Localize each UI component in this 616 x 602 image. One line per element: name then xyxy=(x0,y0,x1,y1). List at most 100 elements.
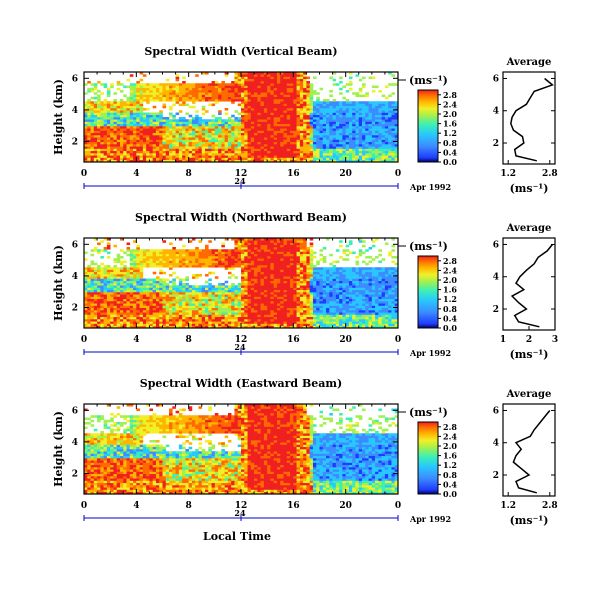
heatmap-cell xyxy=(369,110,373,113)
heatmap-cell xyxy=(143,140,147,143)
heatmap-cell xyxy=(261,283,265,286)
heatmap-cell xyxy=(228,317,232,320)
heatmap-cell xyxy=(143,254,147,257)
heatmap-cell xyxy=(140,321,144,324)
heatmap-cell xyxy=(306,77,310,80)
heatmap-cell xyxy=(166,88,170,91)
heatmap-cell xyxy=(149,294,153,297)
heatmap-cell xyxy=(300,133,304,136)
heatmap-cell xyxy=(163,124,167,127)
heatmap-cell xyxy=(185,88,189,91)
heatmap-cell xyxy=(375,146,379,149)
heatmap-cell xyxy=(159,310,163,313)
heatmap-cell xyxy=(182,83,186,86)
heatmap-cell xyxy=(365,110,369,113)
heatmap-cell xyxy=(133,258,137,261)
heatmap-cell xyxy=(300,142,304,145)
heatmap-cell xyxy=(244,104,248,107)
heatmap-cell xyxy=(208,324,212,327)
heatmap-cell xyxy=(359,90,363,93)
heatmap-cell xyxy=(365,142,369,145)
heatmap-cell xyxy=(378,149,382,152)
heatmap-cell xyxy=(215,88,219,91)
heatmap-cell xyxy=(149,261,153,264)
heatmap-cell xyxy=(133,267,137,270)
heatmap-cell xyxy=(323,101,327,104)
heatmap-cell xyxy=(362,113,366,116)
heatmap-cell xyxy=(238,92,242,95)
heatmap-cell xyxy=(130,297,134,300)
heatmap-cell xyxy=(179,297,183,300)
heatmap-cell xyxy=(163,310,167,313)
heatmap-cell xyxy=(159,315,163,318)
heatmap-cell xyxy=(293,77,297,80)
heatmap-cell xyxy=(228,122,232,125)
heatmap-cell xyxy=(163,131,167,134)
heatmap-cell xyxy=(244,301,248,304)
heatmap-cell xyxy=(156,276,160,279)
heatmap-cell xyxy=(97,110,101,113)
heatmap-cell xyxy=(198,274,202,277)
heatmap-cell xyxy=(133,90,137,93)
heatmap-cell xyxy=(329,144,333,147)
heatmap-cell xyxy=(149,303,153,306)
heatmap-cell xyxy=(104,106,108,109)
heatmap-cell xyxy=(369,119,373,122)
heatmap-cell xyxy=(385,133,389,136)
heatmap-cell xyxy=(375,108,379,111)
heatmap-cell xyxy=(130,312,134,315)
heatmap-cell xyxy=(159,299,163,302)
heatmap-cell xyxy=(251,133,255,136)
heatmap-cell xyxy=(205,288,209,291)
heatmap-cell xyxy=(107,279,111,282)
heatmap-cell xyxy=(143,74,147,77)
heatmap-cell xyxy=(104,101,108,104)
heatmap-cell xyxy=(221,288,225,291)
heatmap-cell xyxy=(176,126,180,129)
heatmap-cell xyxy=(231,142,235,145)
heatmap-cell xyxy=(104,290,108,293)
heatmap-cell xyxy=(110,285,114,288)
heatmap-cell xyxy=(120,137,124,140)
heatmap-cell xyxy=(146,283,150,286)
heatmap-cell xyxy=(189,265,193,268)
heatmap-cell xyxy=(293,97,297,100)
heatmap-cell xyxy=(342,117,346,120)
heatmap-cell xyxy=(241,99,245,102)
heatmap-cell xyxy=(91,146,95,149)
heatmap-cell xyxy=(87,294,91,297)
heatmap-cell xyxy=(215,252,219,255)
heatmap-cell xyxy=(264,81,268,84)
heatmap-cell xyxy=(244,144,248,147)
heatmap-cell xyxy=(195,247,199,250)
heatmap-cell xyxy=(313,108,317,111)
heatmap-cell xyxy=(329,131,333,134)
heatmap-cell xyxy=(264,77,268,80)
heatmap-cell xyxy=(120,274,124,277)
heatmap-cell xyxy=(159,294,163,297)
heatmap-cell xyxy=(215,301,219,304)
heatmap-cell xyxy=(225,249,229,252)
heatmap-cell xyxy=(300,155,304,158)
heatmap-cell xyxy=(306,83,310,86)
heatmap-cell xyxy=(202,108,206,111)
heatmap-cell xyxy=(143,294,147,297)
heatmap-cell xyxy=(159,144,163,147)
heatmap-cell xyxy=(212,321,216,324)
heatmap-cell xyxy=(215,321,219,324)
heatmap-cell xyxy=(97,285,101,288)
heatmap-cell xyxy=(391,128,395,131)
heatmap-cell xyxy=(241,243,245,246)
heatmap-cell xyxy=(297,110,301,113)
heatmap-cell xyxy=(287,88,291,91)
heatmap-cell xyxy=(117,310,121,313)
heatmap-cell xyxy=(149,292,153,295)
heatmap-cell xyxy=(149,137,153,140)
heatmap-cell xyxy=(297,113,301,116)
heatmap-cell xyxy=(313,131,317,134)
heatmap-cell xyxy=(159,270,163,273)
heatmap-cell xyxy=(362,133,366,136)
heatmap-cell xyxy=(221,252,225,255)
heatmap-cell xyxy=(244,124,248,127)
heatmap-cell xyxy=(306,151,310,154)
